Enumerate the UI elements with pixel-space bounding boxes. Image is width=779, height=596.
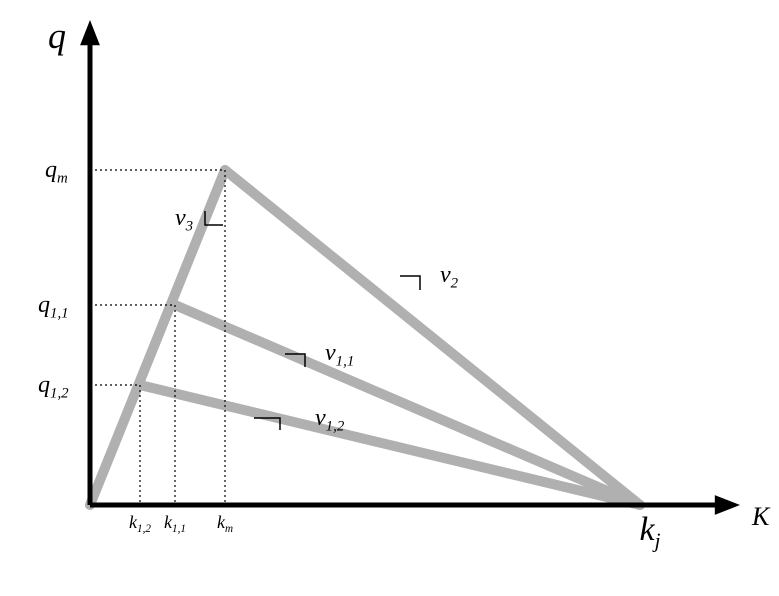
x-axis-label: K [751, 502, 771, 531]
y-axis-label: q [48, 16, 66, 56]
fundamental-diagram: qKkjqmq1,1q1,2k1,2k1,1kmv3v2v1,1v1,2 [0, 0, 779, 596]
